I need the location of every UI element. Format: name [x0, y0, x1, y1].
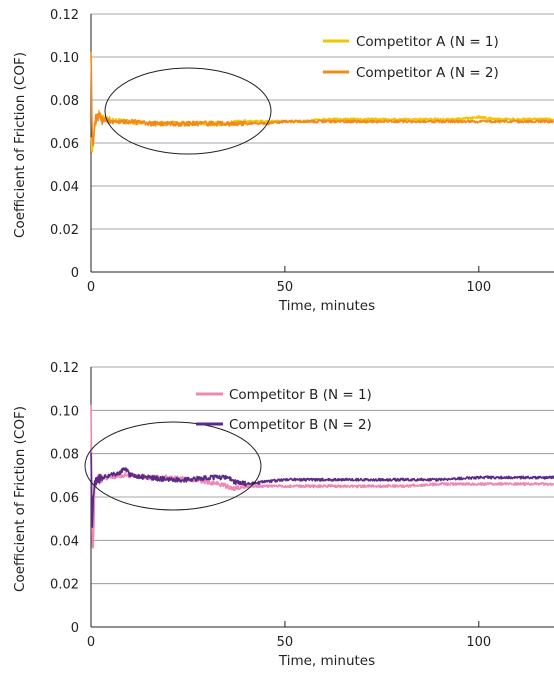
y-tick-label: 0.02	[50, 223, 79, 238]
y-tick-label: 0.02	[50, 578, 79, 593]
series-line-2	[90, 51, 554, 146]
x-axis-label: Time, minutes	[278, 298, 375, 314]
y-tick-label: 0.06	[50, 137, 79, 152]
y-tick-label: 0	[71, 266, 79, 281]
legend-label: Competitor A (N = 1)	[356, 34, 499, 50]
x-tick-label: 0	[87, 635, 95, 650]
y-tick-label: 0.04	[50, 534, 79, 549]
legend-label: Competitor B (N = 1)	[229, 387, 372, 403]
x-tick-label: 50	[277, 280, 294, 295]
x-tick-label: 0	[87, 280, 95, 295]
series-line-1	[90, 109, 554, 153]
chart-panel-1: 0 0.02 0.04 0.06 0.08 0.10 0.12 0 50 100 Time, min…	[12, 8, 554, 314]
y-tick-label: 0.08	[50, 94, 79, 109]
y-axis-label: Coefficient of Friction (COF)	[12, 406, 28, 592]
y-tick-label: 0.12	[50, 8, 79, 23]
y-tick-label: 0.08	[50, 448, 79, 463]
x-tick-label: 100	[466, 635, 491, 650]
y-tick-label: 0.12	[50, 361, 79, 376]
series-line-1	[90, 404, 554, 549]
y-tick-label: 0.10	[50, 51, 79, 66]
highlight-ellipse	[84, 421, 262, 511]
highlight-ellipse	[104, 67, 272, 155]
y-tick-label: 0	[71, 621, 79, 636]
y-tick-label: 0.06	[50, 491, 79, 506]
x-axis-label: Time, minutes	[278, 653, 375, 669]
chart-panel-2: 0 0.02 0.04 0.06 0.08 0.10 0.12 0 50 100 Time, min…	[12, 361, 554, 669]
x-tick-label: 100	[466, 280, 491, 295]
y-axis-label: Coefficient of Friction (COF)	[12, 52, 28, 238]
x-tick-label: 50	[277, 635, 294, 650]
legend-label: Competitor A (N = 2)	[356, 65, 499, 81]
series-line-2	[90, 452, 554, 528]
legend-label: Competitor B (N = 2)	[229, 417, 372, 433]
y-tick-label: 0.10	[50, 404, 79, 419]
y-tick-label: 0.04	[50, 180, 79, 195]
